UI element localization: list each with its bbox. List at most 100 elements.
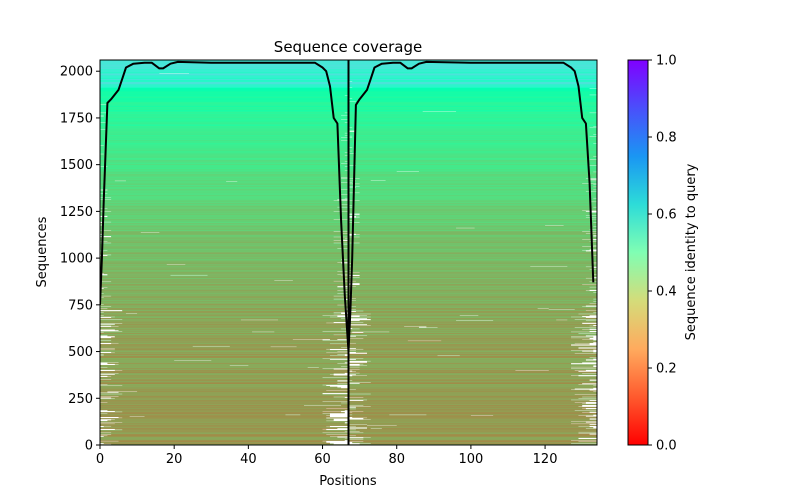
coverage-row	[100, 182, 349, 184]
coverage-row	[348, 388, 575, 390]
coverage-row	[348, 323, 583, 325]
coverage-row	[459, 355, 597, 357]
coverage-row	[100, 243, 349, 245]
coverage-row	[100, 145, 349, 148]
coverage-row	[100, 424, 349, 426]
coverage-row	[100, 142, 349, 144]
coverage-row	[100, 239, 342, 241]
coverage-row	[100, 422, 345, 424]
coverage-row	[100, 350, 349, 352]
coverage-row	[348, 353, 597, 355]
coverage-row	[100, 270, 349, 272]
coverage-row	[100, 200, 349, 202]
coverage-row	[355, 130, 597, 132]
coverage-row	[370, 360, 597, 362]
coverage-row	[355, 233, 597, 235]
coverage-row	[355, 425, 579, 427]
coverage-row	[348, 261, 594, 263]
coverage-row	[107, 375, 349, 377]
coverage-row	[355, 435, 597, 437]
coverage-row	[100, 210, 349, 212]
coverage-row	[348, 387, 594, 389]
coverage-row	[348, 400, 597, 403]
coverage-row	[348, 273, 597, 275]
coverage-row	[107, 128, 349, 130]
coverage-row	[100, 299, 349, 302]
coverage-row	[100, 407, 327, 409]
coverage-row	[185, 264, 349, 266]
coverage-row	[100, 267, 349, 269]
coverage-row	[348, 256, 597, 258]
coverage-row	[348, 80, 597, 82]
coverage-row	[348, 70, 597, 72]
coverage-row	[318, 367, 349, 369]
coverage-row	[348, 218, 590, 220]
coverage-row	[348, 260, 597, 262]
coverage-row	[348, 73, 597, 75]
coverage-row	[348, 163, 597, 166]
coverage-row	[348, 110, 597, 112]
coverage-row	[348, 142, 594, 145]
coverage-row	[100, 246, 349, 249]
coverage-row	[370, 319, 557, 321]
coverage-row	[348, 308, 538, 310]
coverage-row	[359, 271, 597, 273]
coverage-row	[100, 179, 349, 181]
coverage-row	[100, 104, 349, 107]
coverage-row	[348, 111, 597, 113]
coverage-row	[100, 232, 342, 234]
coverage-row	[111, 425, 330, 427]
coverage-row	[352, 416, 597, 418]
coverage-row	[348, 258, 597, 261]
coverage-row	[352, 181, 597, 184]
coverage-row	[114, 336, 349, 338]
coverage-row	[100, 300, 349, 302]
coverage-row	[122, 429, 327, 431]
coverage-row	[100, 399, 349, 401]
coverage-row	[348, 428, 597, 430]
coverage-row	[111, 339, 323, 341]
coverage-row	[100, 127, 349, 129]
coverage-row	[114, 347, 349, 349]
y-axis: 0 250 500 750 1000 1250 1500 1750 2000	[60, 65, 100, 454]
coverage-row	[348, 116, 597, 118]
coverage-row	[355, 373, 597, 376]
coverage-row	[355, 370, 579, 373]
colorbar-tick-label: 0.8	[656, 131, 677, 146]
coverage-row	[100, 292, 349, 294]
coverage-row	[348, 350, 583, 352]
coverage-row	[111, 236, 334, 238]
coverage-row	[352, 379, 590, 382]
coverage-row	[100, 148, 349, 150]
coverage-row	[100, 296, 349, 298]
coverage-row	[367, 352, 597, 354]
coverage-row	[107, 122, 345, 124]
x-tick-label: 120	[533, 452, 558, 467]
coverage-row	[348, 320, 597, 323]
coverage-row	[352, 412, 583, 414]
coverage-row	[292, 279, 349, 281]
coverage-row	[348, 302, 597, 304]
coverage-row	[100, 134, 345, 136]
coverage-row	[348, 333, 597, 335]
coverage-row	[100, 263, 349, 265]
coverage-row	[348, 69, 597, 71]
coverage-row	[100, 152, 349, 154]
coverage-row	[100, 95, 345, 97]
coverage-row	[348, 286, 590, 288]
coverage-row	[100, 279, 275, 281]
coverage-row	[111, 419, 334, 421]
coverage-row	[100, 96, 349, 98]
coverage-row	[100, 230, 349, 232]
coverage-row	[100, 356, 349, 358]
coverage-row	[348, 107, 597, 109]
coverage-row	[100, 197, 345, 199]
coverage-row	[103, 116, 349, 118]
coverage-row	[111, 351, 349, 353]
coverage-row	[367, 427, 594, 429]
coverage-row	[122, 370, 349, 372]
coverage-row	[367, 353, 575, 355]
coverage-row	[348, 60, 597, 62]
coverage-row	[348, 423, 572, 425]
coverage-row	[352, 80, 597, 83]
